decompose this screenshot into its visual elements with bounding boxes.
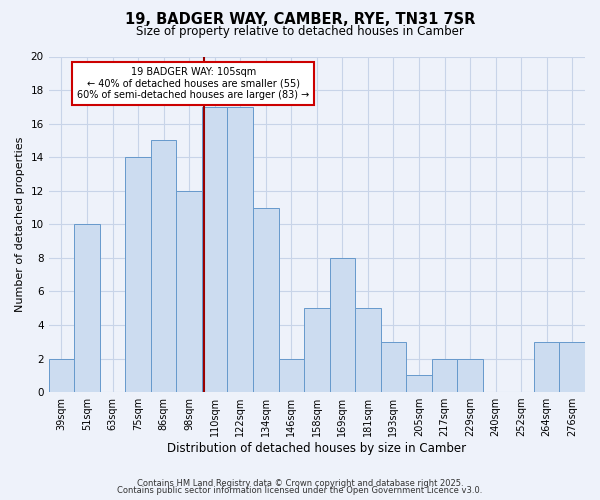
Text: Size of property relative to detached houses in Camber: Size of property relative to detached ho… [136,25,464,38]
Y-axis label: Number of detached properties: Number of detached properties [15,136,25,312]
Bar [534,342,559,392]
Bar [176,190,202,392]
Bar [74,224,100,392]
Bar [355,308,380,392]
Text: 19 BADGER WAY: 105sqm
← 40% of detached houses are smaller (55)
60% of semi-deta: 19 BADGER WAY: 105sqm ← 40% of detached … [77,66,310,100]
Text: 19, BADGER WAY, CAMBER, RYE, TN31 7SR: 19, BADGER WAY, CAMBER, RYE, TN31 7SR [125,12,475,28]
Text: Contains public sector information licensed under the Open Government Licence v3: Contains public sector information licen… [118,486,482,495]
Bar [202,107,227,392]
Bar [49,358,74,392]
Text: Contains HM Land Registry data © Crown copyright and database right 2025.: Contains HM Land Registry data © Crown c… [137,478,463,488]
Bar [432,358,457,392]
Bar [329,258,355,392]
Bar [125,157,151,392]
Bar [406,376,432,392]
X-axis label: Distribution of detached houses by size in Camber: Distribution of detached houses by size … [167,442,466,455]
Bar [380,342,406,392]
Bar [227,107,253,392]
Bar [151,140,176,392]
Bar [253,208,278,392]
Bar [559,342,585,392]
Bar [304,308,329,392]
Bar [457,358,483,392]
Bar [278,358,304,392]
